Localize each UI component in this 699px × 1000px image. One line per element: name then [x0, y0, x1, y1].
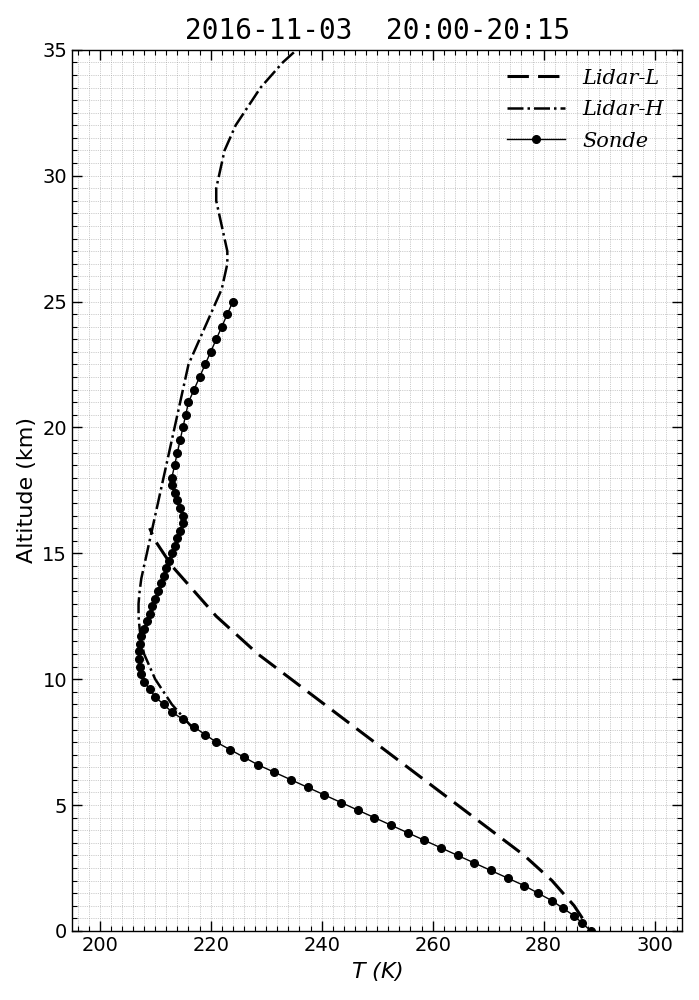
Sonde [176, 502, 185, 514]
Lidar-L [437, 786, 445, 798]
Lidar-L [168, 560, 176, 572]
X-axis label: $T$ (K): $T$ (K) [351, 960, 403, 983]
Line: Lidar-L: Lidar-L [150, 528, 582, 918]
Lidar-L [387, 749, 395, 761]
Lidar-L [487, 824, 495, 836]
Lidar-L [420, 774, 428, 786]
Lidar-L [320, 698, 329, 710]
Lidar-L [151, 535, 159, 547]
Lidar-L [548, 875, 556, 887]
Sonde [168, 479, 176, 491]
Lidar-L [578, 912, 586, 924]
Lidar-L [503, 837, 512, 849]
Lidar-L [337, 711, 345, 723]
Sonde [586, 925, 595, 937]
Lidar-L [287, 673, 296, 685]
Sonde [185, 396, 193, 408]
Lidar-H [231, 119, 240, 131]
Lidar-L [303, 686, 312, 698]
Lidar-L [240, 635, 248, 647]
Lidar-L [179, 572, 187, 584]
Lidar-H [159, 472, 168, 484]
Lidar-L [520, 849, 528, 861]
Title: 2016-11-03  20:00-20:15: 2016-11-03 20:00-20:15 [185, 17, 570, 45]
Sonde [171, 459, 179, 471]
Lidar-L [271, 661, 279, 673]
Lidar-L [570, 900, 578, 912]
Lidar-L [190, 585, 199, 597]
Lidar-L [212, 610, 220, 622]
Lidar-L [470, 812, 478, 824]
Lidar-H [292, 44, 301, 56]
Lidar-L [534, 862, 542, 874]
Lidar-L [559, 887, 567, 899]
Lidar-H [279, 56, 287, 68]
Lidar-L [201, 598, 209, 610]
Lidar-L [254, 648, 262, 660]
Lidar-L [159, 547, 168, 559]
Sonde [229, 296, 237, 308]
Lidar-L [145, 522, 154, 534]
Sonde [171, 487, 179, 499]
Lidar-H [140, 560, 148, 572]
Lidar-H [134, 598, 143, 610]
Line: Sonde: Sonde [135, 298, 595, 935]
Lidar-H [140, 648, 148, 660]
Lidar-L [454, 799, 462, 811]
Lidar-H [190, 724, 199, 736]
Lidar-L [354, 724, 362, 736]
Sonde [520, 880, 528, 892]
Lidar-L [403, 761, 412, 773]
Legend: Lidar-L, Lidar-H, Sonde: Lidar-L, Lidar-H, Sonde [498, 60, 672, 159]
Lidar-L [226, 623, 234, 635]
Y-axis label: Altitude (km): Altitude (km) [17, 417, 36, 563]
Line: Lidar-H: Lidar-H [138, 50, 296, 730]
Lidar-L [370, 736, 379, 748]
